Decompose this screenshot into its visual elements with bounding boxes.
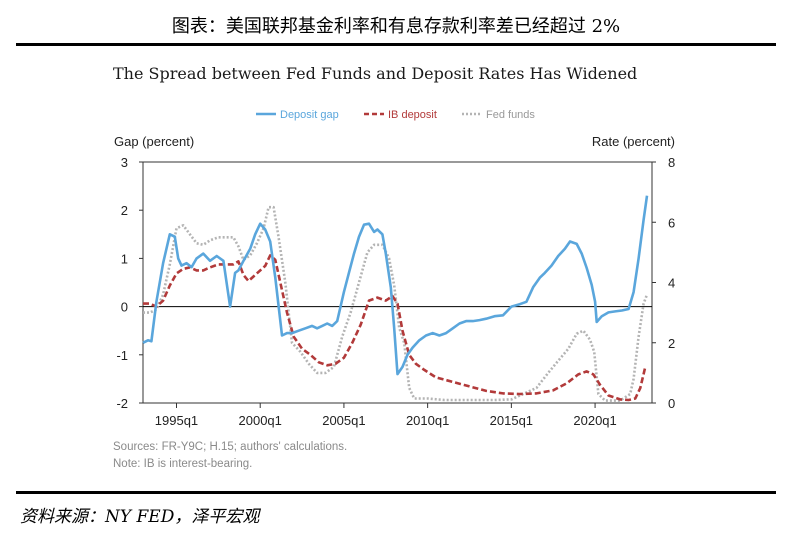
report-title: 图表：美国联邦基金利率和有息存款利率差已经超过 2% [171,16,621,37]
series-line-fed-funds [143,205,649,402]
left-axis-ticks: 3 2 1 0 -1 -2 [116,155,143,411]
x-tick-label: 2000q1 [239,413,282,428]
y-axis-label-right: Rate (percent) [592,134,675,149]
left-tick-label: -1 [116,348,128,363]
header-rule [16,43,776,46]
y-axis-label-left: Gap (percent) [114,134,194,149]
left-tick-label: 3 [121,155,128,170]
legend-label-ib-deposit: IB deposit [388,109,437,121]
left-tick-label: -2 [116,396,128,411]
right-tick-label: 0 [668,396,675,411]
chart-svg: Deposit gap IB deposit Fed funds Gap (pe… [114,109,675,428]
right-tick-label: 4 [668,276,675,291]
series-line-deposit-gap [142,195,649,376]
right-axis-ticks: 8 6 4 2 0 [652,155,675,411]
x-tick-label: 2005q1 [322,413,365,428]
footer-rule [16,491,776,494]
x-tick-label: 2010q1 [406,413,449,428]
legend-label-deposit-gap: Deposit gap [280,109,339,121]
footer-source: 资料来源：NY FED，泽平宏观 [20,507,260,527]
note-sources: Sources: FR-Y9C; H.15; authors' calculat… [113,441,348,453]
x-tick-label: 2015q1 [490,413,533,428]
x-tick-label: 2020q1 [573,413,616,428]
right-tick-label: 6 [668,215,675,230]
report-header: 图表：美国联邦基金利率和有息存款利率差已经超过 2% [0,0,792,46]
legend-label-fed-funds: Fed funds [486,109,535,121]
right-tick-label: 2 [668,336,675,351]
x-tick-label: 1995q1 [155,413,198,428]
left-tick-label: 2 [121,203,128,218]
series-group [142,195,649,402]
right-tick-label: 8 [668,155,675,170]
chart-title: The Spread between Fed Funds and Deposit… [113,64,638,83]
legend: Deposit gap IB deposit Fed funds [256,109,535,121]
x-axis-ticks: 1995q1 2000q1 2005q1 2010q1 2015q1 2020q1 [155,403,617,428]
left-tick-label: 0 [121,300,128,315]
left-tick-label: 1 [121,251,128,266]
series-line-ib-deposit [143,254,647,402]
note-ib: Note: IB is interest-bearing. [113,458,253,470]
